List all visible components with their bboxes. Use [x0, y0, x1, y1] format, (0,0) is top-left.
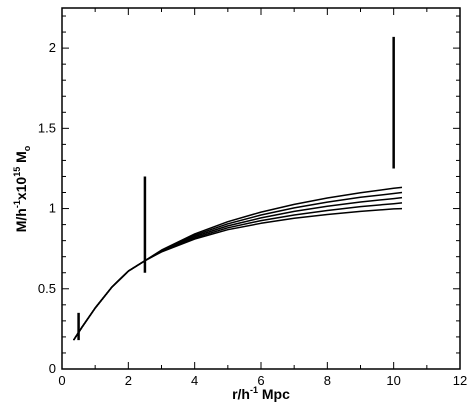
x-tick-label: 8	[324, 373, 331, 388]
y-axis-title-base: M/h	[13, 208, 29, 232]
y-axis-ticks: 0 0.5 1 1.5 2	[38, 15, 460, 376]
x-axis-title-base: r/h	[232, 386, 250, 402]
y-axis-title-sub: o	[22, 145, 32, 151]
plot-frame	[61, 7, 461, 370]
y-axis-title-rest: M	[13, 151, 29, 167]
x-tick-label: 12	[453, 373, 467, 388]
x-axis-ticks: 0 2 4 6 8 10 12	[58, 8, 467, 388]
y-tick-label: 2	[49, 40, 56, 55]
x-tick-label: 2	[125, 373, 132, 388]
x-tick-label: 0	[58, 373, 65, 388]
y-axis-title-sup2: 15	[12, 167, 22, 177]
y-tick-label: 0	[49, 361, 56, 376]
error-bars-group	[77, 36, 395, 341]
y-axis-title-mid: x10	[13, 177, 29, 201]
x-tick-label: 6	[257, 373, 264, 388]
x-axis-title-rest: Mpc	[258, 386, 290, 402]
curves-group	[72, 186, 403, 341]
x-tick-label: 10	[386, 373, 400, 388]
mass-profile-curve	[72, 191, 403, 341]
x-tick-label: 4	[191, 373, 198, 388]
y-axis-title-sup1: -1	[12, 200, 22, 208]
x-axis-title-sup: -1	[250, 385, 258, 395]
mass-profile-curve	[72, 207, 403, 341]
y-tick-label: 0.5	[38, 281, 56, 296]
y-tick-label: 1.5	[38, 120, 56, 135]
y-tick-label: 1	[49, 201, 56, 216]
y-axis-title: M/h-1x1015 Mo	[12, 145, 32, 232]
mass-profile-curve	[72, 186, 403, 341]
x-axis-title: r/h-1 Mpc	[232, 385, 290, 402]
